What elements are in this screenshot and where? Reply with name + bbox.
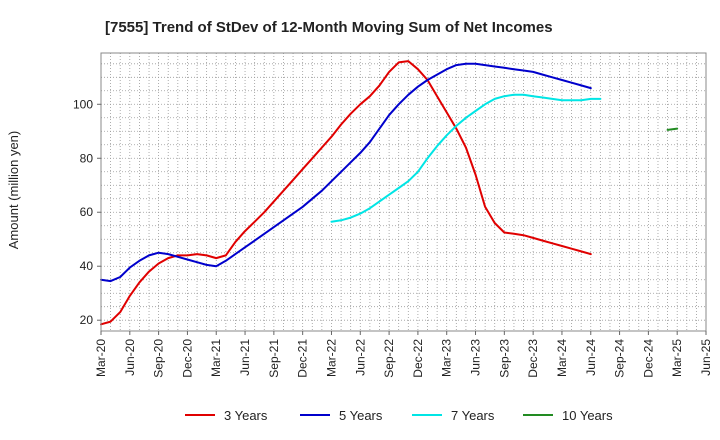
x-tick-label: Mar-25 [670,339,684,377]
x-tick-label: Mar-20 [94,339,108,377]
series-line-10-years [666,127,679,131]
x-tick-label: Jun-21 [238,339,252,376]
legend: 3 Years 5 Years 7 Years 10 Years [185,408,613,423]
x-tick-label: Dec-20 [180,339,194,378]
legend-item: 3 Years [185,408,268,423]
x-tick-label: Dec-22 [411,339,425,378]
y-tick-label: 40 [80,259,94,273]
x-tick-label: Jun-23 [469,339,483,376]
x-tick-label: Sep-23 [497,339,511,378]
x-tick-label: Jun-20 [123,339,137,376]
x-tick-label: Jun-25 [699,339,713,376]
legend-item: 7 Years [412,408,495,423]
legend-label: 7 Years [451,408,495,423]
x-tick-label: Sep-21 [267,339,281,378]
legend-label: 10 Years [562,408,613,423]
grid-layer [101,53,706,331]
legend-label: 3 Years [224,408,268,423]
y-axis-label: Amount (million yen) [6,131,21,250]
x-tick-label: Sep-22 [382,339,396,378]
series-line-7-years [330,93,602,223]
chart-title: [7555] Trend of StDev of 12-Month Moving… [105,19,553,36]
x-tick-label: Mar-22 [324,339,338,377]
x-tick-label: Dec-23 [526,339,540,378]
y-tick-label: 100 [73,97,93,111]
legend-item: 5 Years [300,408,383,423]
x-tick-label: Mar-23 [440,339,454,377]
tick-layer: 20 40 60 80 100 Mar-20 Jun-20 Sep-20 Dec-20 Mar-2… [73,97,713,377]
x-tick-label: Sep-20 [152,339,166,378]
x-tick-label: Dec-24 [641,339,655,378]
x-tick-label: Jun-24 [584,339,598,376]
x-tick-label: Sep-24 [613,339,627,378]
series-line-5-years [100,62,592,283]
legend-item: 10 Years [523,408,613,423]
x-tick-label: Dec-21 [296,339,310,378]
y-tick-label: 60 [80,205,94,219]
y-tick-label: 80 [80,151,94,165]
legend-label: 5 Years [339,408,383,423]
x-tick-label: Mar-21 [209,339,223,377]
x-tick-label: Mar-24 [555,339,569,377]
y-tick-label: 20 [80,313,94,327]
series-line-3-years [100,60,592,326]
series-layer [100,60,679,326]
x-tick-label: Jun-22 [353,339,367,376]
plot-frame [100,52,707,332]
